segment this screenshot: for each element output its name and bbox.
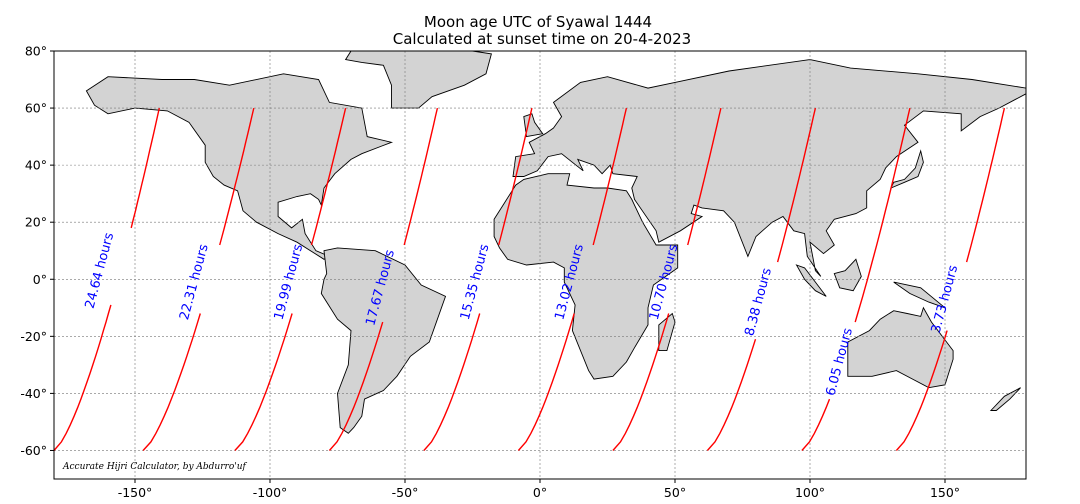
landmass-eurasia bbox=[512, 59, 1027, 277]
graticule bbox=[54, 50, 1026, 479]
landmass-new-guinea bbox=[893, 281, 946, 309]
y-tick-label: 20° bbox=[25, 215, 47, 230]
moon-age-contour bbox=[142, 313, 201, 451]
moon-age-contour bbox=[219, 107, 255, 246]
y-tick-label: 0° bbox=[33, 272, 47, 287]
y-tick-label: -40° bbox=[20, 386, 47, 401]
moon-age-contours bbox=[53, 107, 1006, 451]
y-tick-label: 80° bbox=[25, 44, 47, 59]
moon-age-contour bbox=[776, 107, 817, 263]
x-axis-ticks: -150° -100° -50° 0° 50° 100° 150° bbox=[118, 479, 960, 500]
y-axis-ticks: 80° 60° 40° 20° 0° -20° -40° -60° bbox=[20, 44, 54, 458]
landmass-south-america bbox=[320, 247, 447, 434]
landmass-north-america bbox=[85, 73, 394, 260]
moon-age-contour bbox=[517, 313, 575, 451]
x-tick-label: -50° bbox=[392, 485, 419, 500]
moon-age-contour bbox=[895, 330, 948, 451]
landmass-sumatra bbox=[795, 264, 827, 297]
landmass-layer bbox=[85, 50, 1027, 434]
moon-age-contour bbox=[53, 304, 112, 451]
landmass-australia bbox=[847, 306, 954, 389]
x-tick-label: 0° bbox=[533, 485, 547, 500]
moon-age-contour bbox=[854, 107, 911, 323]
moon-age-contour bbox=[328, 321, 384, 451]
moon-age-contour bbox=[687, 107, 722, 246]
moon-age-contour bbox=[130, 107, 160, 229]
chart-subtitle: Calculated at sunset time on 20-4-2023 bbox=[393, 30, 691, 48]
map-plot-area: 24.64 hours 22.31 hours 19.99 hours 17.67 h… bbox=[53, 50, 1027, 480]
moon-age-contour bbox=[592, 107, 628, 246]
y-tick-label: 60° bbox=[25, 101, 47, 116]
moon-age-contour bbox=[965, 107, 1006, 263]
moon-age-contour bbox=[423, 313, 481, 451]
landmass-madagascar bbox=[658, 312, 676, 352]
x-tick-label: 150° bbox=[930, 485, 960, 500]
chart-title: Moon age UTC of Syawal 1444 bbox=[424, 13, 652, 31]
x-tick-label: 50° bbox=[664, 485, 686, 500]
moon-age-contour bbox=[801, 398, 831, 451]
x-tick-label: 100° bbox=[795, 485, 825, 500]
x-tick-label: -100° bbox=[253, 485, 288, 500]
moon-age-contour bbox=[403, 107, 439, 246]
y-tick-label: -60° bbox=[20, 443, 47, 458]
landmass-britain bbox=[523, 113, 544, 138]
landmass-africa bbox=[493, 173, 679, 380]
x-tick-label: -150° bbox=[118, 485, 153, 500]
credit-text: Accurate Hijri Calculator, by Abdurro'uf bbox=[62, 462, 248, 472]
moon-age-contour bbox=[234, 313, 293, 451]
landmass-japan bbox=[890, 149, 924, 189]
landmass-borneo bbox=[833, 258, 862, 292]
y-tick-label: -20° bbox=[20, 329, 47, 344]
moon-age-contour bbox=[706, 338, 757, 451]
moon-age-contour bbox=[498, 107, 533, 246]
moon-age-contour bbox=[310, 107, 347, 246]
moon-age-contour bbox=[612, 313, 670, 451]
y-tick-label: 40° bbox=[25, 158, 47, 173]
